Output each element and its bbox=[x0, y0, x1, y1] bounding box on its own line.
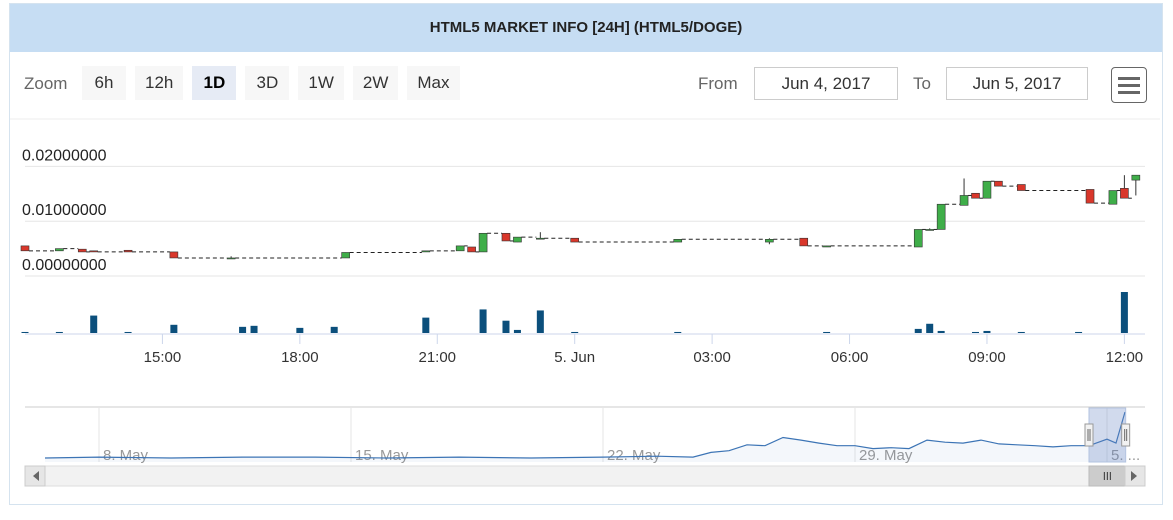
candle-body bbox=[925, 229, 935, 231]
candle-body bbox=[822, 245, 831, 248]
candle-body bbox=[994, 180, 1003, 187]
zoom-button[interactable]: 12h bbox=[135, 66, 184, 100]
y-tick-label: 0.02000000 bbox=[22, 147, 107, 164]
volume-bar bbox=[296, 327, 304, 333]
volume-bar bbox=[513, 329, 521, 333]
candle-body bbox=[982, 180, 992, 199]
zoom-label: Zoom bbox=[24, 74, 68, 93]
candle-body bbox=[123, 249, 133, 253]
x-tick-label: 09:00 bbox=[968, 349, 1006, 366]
volume-bar bbox=[422, 317, 430, 333]
zoom-button[interactable]: Max bbox=[407, 66, 460, 100]
candle-body bbox=[467, 246, 476, 253]
candle-body bbox=[536, 237, 545, 240]
candle-body bbox=[1108, 190, 1118, 205]
volume-bar bbox=[674, 331, 682, 333]
candle-body bbox=[513, 236, 522, 243]
candle-body bbox=[55, 248, 64, 252]
x-tick-label: 5. Jun bbox=[554, 349, 595, 366]
volume-bar bbox=[239, 326, 247, 333]
zoom-buttons: 6h 12h 1D 3D 1W 2W Max bbox=[82, 66, 460, 100]
volume-bar bbox=[571, 331, 579, 333]
candle-body bbox=[20, 245, 30, 252]
x-tick-label: 03:00 bbox=[693, 349, 731, 366]
candle-body bbox=[765, 239, 774, 243]
candle-body bbox=[913, 229, 923, 248]
navigator-handle[interactable] bbox=[1084, 423, 1094, 447]
volume-bar bbox=[823, 331, 831, 333]
volume-bar bbox=[170, 324, 178, 333]
candle-body bbox=[570, 237, 579, 243]
candle-body bbox=[421, 250, 431, 253]
candle-body bbox=[455, 245, 465, 252]
zoom-button[interactable]: 2W bbox=[352, 66, 399, 100]
volume-bar bbox=[124, 331, 132, 333]
x-tick-label: 21:00 bbox=[418, 349, 456, 366]
volume-bar bbox=[1075, 331, 1083, 333]
candle-body bbox=[89, 250, 99, 253]
volume-bar bbox=[926, 323, 934, 333]
volume-bar bbox=[536, 310, 544, 333]
candle-body bbox=[1131, 174, 1141, 181]
navigator-tick-label: 22. May bbox=[607, 447, 661, 464]
candle-body bbox=[673, 239, 683, 243]
zoom-button[interactable]: 1D bbox=[192, 66, 237, 100]
volume-bar bbox=[983, 330, 991, 333]
y-tick-label: 0.01000000 bbox=[22, 202, 107, 219]
header-title: HTML5 MARKET INFO [24H] (HTML5/DOGE) bbox=[10, 4, 1162, 52]
x-tick-label: 18:00 bbox=[281, 349, 319, 366]
y-tick-label: 0.00000000 bbox=[22, 257, 107, 274]
volume-bar bbox=[330, 326, 338, 333]
from-label: From bbox=[698, 74, 738, 93]
volume-bar bbox=[55, 331, 63, 333]
x-tick-label: 12:00 bbox=[1106, 349, 1144, 366]
zoom-button[interactable]: 6h bbox=[82, 66, 126, 100]
volume-bar bbox=[972, 331, 980, 333]
candle-body bbox=[1085, 189, 1095, 204]
volume-bar bbox=[1017, 331, 1025, 333]
navigator-selection bbox=[1088, 407, 1127, 463]
candle-body bbox=[341, 252, 350, 259]
scrollbar-track bbox=[24, 465, 1146, 487]
candle-body bbox=[936, 203, 946, 230]
to-input[interactable]: Jun 5, 2017 bbox=[946, 67, 1088, 100]
candle-body bbox=[799, 237, 809, 247]
candle-body bbox=[501, 232, 511, 242]
scrollbar-arrow bbox=[33, 471, 39, 481]
candle-body bbox=[959, 195, 969, 206]
navigator-handle[interactable] bbox=[1121, 423, 1131, 447]
candle-body bbox=[77, 248, 87, 253]
volume-bar bbox=[914, 328, 922, 333]
candle-body bbox=[971, 192, 980, 199]
volume-bar bbox=[21, 331, 29, 333]
to-label: To bbox=[913, 74, 931, 93]
candle-body bbox=[226, 257, 236, 260]
candle-body bbox=[1017, 184, 1026, 191]
navigator-tick-label: 8. May bbox=[103, 447, 149, 464]
volume-bar bbox=[937, 330, 945, 333]
candle-body bbox=[1120, 188, 1129, 199]
navigator-tick-label: 29. May bbox=[859, 447, 913, 464]
volume-bar bbox=[90, 315, 98, 333]
zoom-button[interactable]: 3D bbox=[245, 66, 290, 100]
candle-body bbox=[169, 251, 179, 259]
navigator-area bbox=[45, 412, 1125, 462]
navigator-line bbox=[44, 411, 1126, 459]
navigator-tick-label: 15. May bbox=[355, 447, 409, 464]
candle-body bbox=[478, 232, 488, 253]
volume-bar bbox=[502, 320, 510, 333]
volume-bar bbox=[250, 325, 258, 333]
x-tick-label: 15:00 bbox=[144, 349, 182, 366]
volume-bar bbox=[1120, 292, 1128, 333]
x-tick-label: 06:00 bbox=[831, 349, 869, 366]
scrollbar-arrow bbox=[1131, 471, 1137, 481]
from-input[interactable]: Jun 4, 2017 bbox=[754, 67, 898, 100]
menu-button[interactable] bbox=[1111, 67, 1147, 103]
chart-frame: HTML5 MARKET INFO [24H] (HTML5/DOGE) Zoo… bbox=[9, 3, 1163, 505]
zoom-button[interactable]: 1W bbox=[298, 66, 344, 100]
volume-bar bbox=[479, 309, 487, 333]
